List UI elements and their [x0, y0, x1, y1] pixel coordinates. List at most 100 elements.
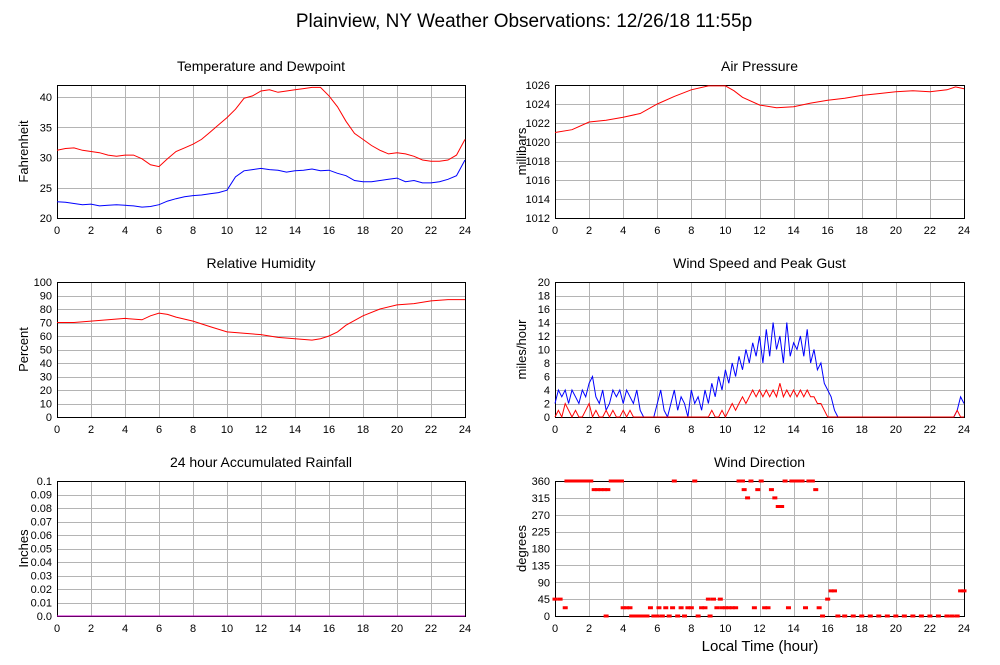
direction-x-tick-label: 20 — [890, 623, 902, 635]
direction-x-tick-label: 4 — [620, 623, 626, 635]
wind-plot-frame — [555, 282, 965, 418]
direction-point — [705, 597, 711, 601]
direction-point — [591, 488, 597, 492]
pressure-x-tick-label: 2 — [586, 225, 592, 237]
pressure-y-tick-label: 1012 — [526, 213, 550, 225]
rain-x-tick-label: 2 — [88, 623, 94, 635]
direction-y-axis-label: degrees — [514, 525, 529, 572]
direction-point — [789, 479, 795, 483]
rain-x-tick-label: 12 — [255, 623, 267, 635]
rain-y-tick-label: 0.01 — [31, 598, 52, 610]
temp-x-tick-label: 16 — [323, 225, 335, 237]
wind-y-tick-label: 8 — [544, 358, 550, 370]
direction-point — [842, 614, 848, 618]
direction-point — [792, 479, 798, 483]
pressure-plot-frame — [555, 85, 965, 219]
temp-x-tick-label: 10 — [221, 225, 233, 237]
humidity-y-tick-label: 90 — [40, 291, 52, 303]
direction-point — [762, 606, 768, 610]
rain-x-tick-label: 22 — [425, 623, 437, 635]
wind-x-tick-label: 4 — [620, 424, 626, 436]
direction-point — [699, 606, 705, 610]
temp-x-tick-label: 20 — [391, 225, 403, 237]
direction-point — [562, 606, 568, 610]
humidity-x-tick-label: 8 — [190, 424, 196, 436]
direction-point — [765, 606, 771, 610]
direction-point — [564, 479, 570, 483]
direction-point — [682, 614, 688, 618]
pressure-x-tick-label: 6 — [654, 225, 660, 237]
direction-point — [601, 488, 607, 492]
direction-point — [726, 606, 732, 610]
direction-x-tick-label: 10 — [719, 623, 731, 635]
rain-y-tick-label: 0.02 — [31, 584, 52, 596]
direction-point — [688, 606, 694, 610]
humidity-y-axis-label: Percent — [16, 327, 31, 372]
direction-point — [647, 606, 653, 610]
rain-x-tick-label: 18 — [357, 623, 369, 635]
humidity-y-tick-label: 0 — [46, 412, 52, 424]
humidity-y-tick-label: 70 — [40, 318, 52, 330]
direction-point — [758, 479, 764, 483]
direction-x-tick-label: 0 — [552, 623, 558, 635]
direction-point — [612, 479, 618, 483]
temp-series-blue — [56, 159, 466, 208]
direction-point — [741, 488, 747, 492]
direction-point — [739, 479, 745, 483]
humidity-y-tick-label: 10 — [40, 399, 52, 411]
humidity-x-tick-label: 14 — [289, 424, 301, 436]
direction-point — [799, 479, 805, 483]
rain-x-tick-label: 14 — [289, 623, 301, 635]
direction-point — [644, 614, 650, 618]
wind-y-tick-label: 12 — [538, 331, 550, 343]
pressure-y-tick-label: 1026 — [526, 80, 550, 92]
humidity-x-tick-label: 10 — [221, 424, 233, 436]
direction-x-tick-label: 14 — [787, 623, 799, 635]
rain-y-tick-label: 0.08 — [31, 503, 52, 515]
wind-x-tick-label: 6 — [654, 424, 660, 436]
direction-point — [813, 488, 819, 492]
direction-point — [717, 597, 723, 601]
humidity-x-tick-label: 12 — [255, 424, 267, 436]
humidity-y-tick-label: 20 — [40, 385, 52, 397]
temp-x-tick-label: 14 — [289, 225, 301, 237]
wind-x-tick-label: 10 — [719, 424, 731, 436]
wind-y-tick-label: 20 — [538, 277, 550, 289]
direction-point — [624, 606, 630, 610]
humidity-y-tick-label: 50 — [40, 345, 52, 357]
direction-point — [692, 479, 698, 483]
direction-y-tick-label: 270 — [532, 510, 550, 522]
rain-x-tick-label: 10 — [221, 623, 233, 635]
direction-point — [779, 505, 785, 508]
temp-y-tick-label: 40 — [40, 92, 52, 104]
direction-y-tick-label: 225 — [532, 527, 550, 539]
direction-point — [678, 606, 684, 610]
direction-y-tick-label: 135 — [532, 560, 550, 572]
wind-x-tick-label: 14 — [787, 424, 799, 436]
pressure-y-tick-label: 1016 — [526, 175, 550, 187]
direction-point — [615, 479, 621, 483]
wind-y-tick-label: 10 — [538, 345, 550, 357]
direction-point — [736, 479, 742, 483]
temp-x-tick-label: 8 — [190, 225, 196, 237]
rain-y-tick-label: 0.03 — [31, 571, 52, 583]
temp-y-tick-label: 35 — [40, 122, 52, 134]
direction-point — [637, 614, 643, 618]
direction-point — [901, 614, 907, 618]
pressure-x-tick-label: 8 — [688, 225, 694, 237]
direction-y-tick-label: 180 — [532, 544, 550, 556]
wind-y-tick-label: 6 — [544, 372, 550, 384]
direction-point — [918, 614, 924, 618]
direction-point — [748, 479, 754, 483]
humidity-x-tick-label: 6 — [156, 424, 162, 436]
temp-y-axis-label: Fahrenheit — [16, 120, 31, 183]
temp-series-red — [56, 86, 466, 168]
humidity-x-tick-label: 2 — [88, 424, 94, 436]
direction-point — [557, 597, 563, 601]
direction-point — [714, 606, 720, 610]
direction-point — [751, 606, 757, 610]
